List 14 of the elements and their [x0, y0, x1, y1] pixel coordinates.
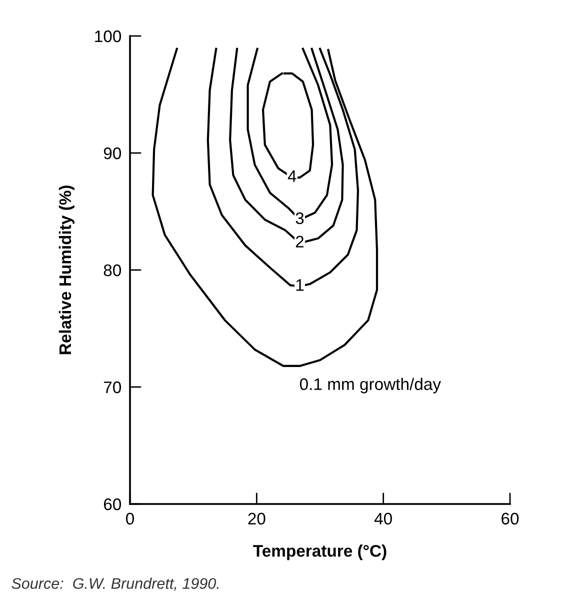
y-tick-label: 100 [95, 30, 122, 42]
annotation: 0.1 mm growth/day [300, 378, 441, 394]
x-tick-label: 20 [248, 512, 266, 525]
x-tick-label: 0 [126, 512, 134, 525]
y-tick-label: 70 [104, 381, 122, 394]
x-axis-title: Temperature (°C) [253, 544, 386, 560]
x-tick-label: 40 [374, 512, 392, 525]
x-tick-label: 60 [502, 512, 519, 525]
y-tick-label: 90 [104, 147, 122, 160]
line-series [152, 48, 378, 367]
y-axis-title: Relative Humidity (%) [58, 186, 74, 354]
y-tick-label: 60 [104, 498, 122, 510]
source-note: Source: G.W. Brundrett, 1990. [12, 578, 219, 591]
y-tick-label: 80 [104, 264, 122, 276]
